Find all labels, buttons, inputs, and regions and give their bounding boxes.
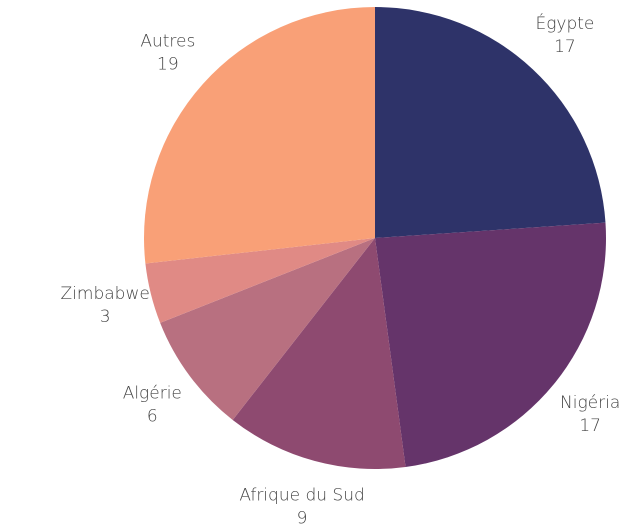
pie-slice: [160, 238, 375, 420]
slice-value: 17: [554, 37, 576, 57]
pie-slice: [232, 238, 406, 469]
slice-value: 9: [297, 508, 308, 528]
slice-value: 19: [157, 55, 179, 75]
slice-label: Algérie: [123, 383, 182, 403]
slice-label: Autres: [140, 32, 195, 52]
pie-slice: [145, 238, 375, 323]
slice-label: Afrique du Sud: [239, 485, 364, 505]
slice-label: Zimbabwe: [61, 284, 150, 304]
pie-slice: [143, 7, 375, 264]
slice-value: 3: [100, 307, 111, 327]
pie-slice: [375, 7, 606, 238]
pie-slice: [375, 222, 606, 467]
slice-value: 17: [579, 416, 601, 436]
slice-value: 6: [147, 406, 158, 426]
slice-label: Égypte: [535, 12, 594, 34]
slice-label: Nigéria: [560, 393, 620, 413]
